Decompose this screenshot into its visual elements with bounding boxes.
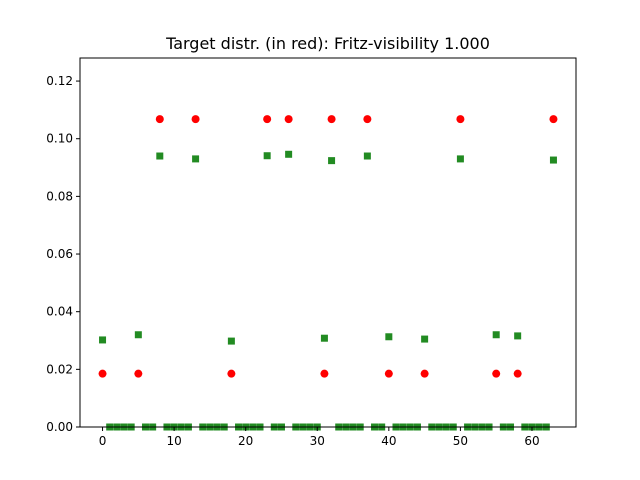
x-tick-label: 20 (238, 434, 253, 448)
measured-point (549, 156, 557, 164)
y-tick-label: 0.06 (46, 247, 73, 261)
measured-point (134, 331, 142, 339)
target-point (227, 369, 236, 378)
target-point (191, 115, 200, 124)
y-tick-label: 0.02 (46, 362, 73, 376)
measured-point (192, 155, 200, 163)
x-tick-label: 0 (99, 434, 107, 448)
y-tick-label: 0.12 (46, 74, 73, 88)
y-axis: 0.00 0.02 0.04 0.06 0.08 0.10 0.12 (46, 74, 80, 434)
measured-point (328, 157, 336, 165)
y-tick-label: 0.04 (46, 305, 73, 319)
target-point (384, 369, 393, 378)
target-point (134, 369, 143, 378)
target-point (263, 115, 272, 124)
y-tick-label: 0.00 (46, 420, 73, 434)
target-point (155, 115, 164, 124)
target-point (549, 115, 558, 124)
target-point (513, 369, 522, 378)
x-tick-label: 10 (166, 434, 181, 448)
measured-point (385, 333, 393, 341)
target-point (420, 369, 429, 378)
target-point (284, 115, 293, 124)
target-point (456, 115, 465, 124)
target-point (492, 369, 501, 378)
chart-title: Target distr. (in red): Fritz-visibility… (165, 34, 490, 53)
measured-point (99, 336, 107, 344)
target-point (320, 369, 329, 378)
x-tick-label: 50 (453, 434, 468, 448)
target-point (98, 369, 107, 378)
target-distribution-series (98, 115, 558, 378)
x-axis: 0 10 20 30 40 50 60 (99, 427, 540, 448)
x-tick-label: 60 (524, 434, 539, 448)
target-point (363, 115, 372, 124)
x-tick-label: 30 (310, 434, 325, 448)
target-point (327, 115, 336, 124)
measured-point (514, 332, 522, 340)
y-tick-label: 0.08 (46, 189, 73, 203)
measured-point (363, 152, 371, 160)
measured-point (421, 335, 429, 343)
measured-point (227, 337, 235, 345)
measured-point (285, 150, 293, 158)
measured-point (156, 152, 164, 160)
axes-frame (79, 57, 577, 428)
x-tick-label: 40 (381, 434, 396, 448)
measured-point (492, 331, 500, 339)
measured-point (263, 152, 271, 160)
y-tick-label: 0.10 (46, 132, 73, 146)
measured-point (320, 334, 328, 342)
measured-point (456, 155, 464, 163)
